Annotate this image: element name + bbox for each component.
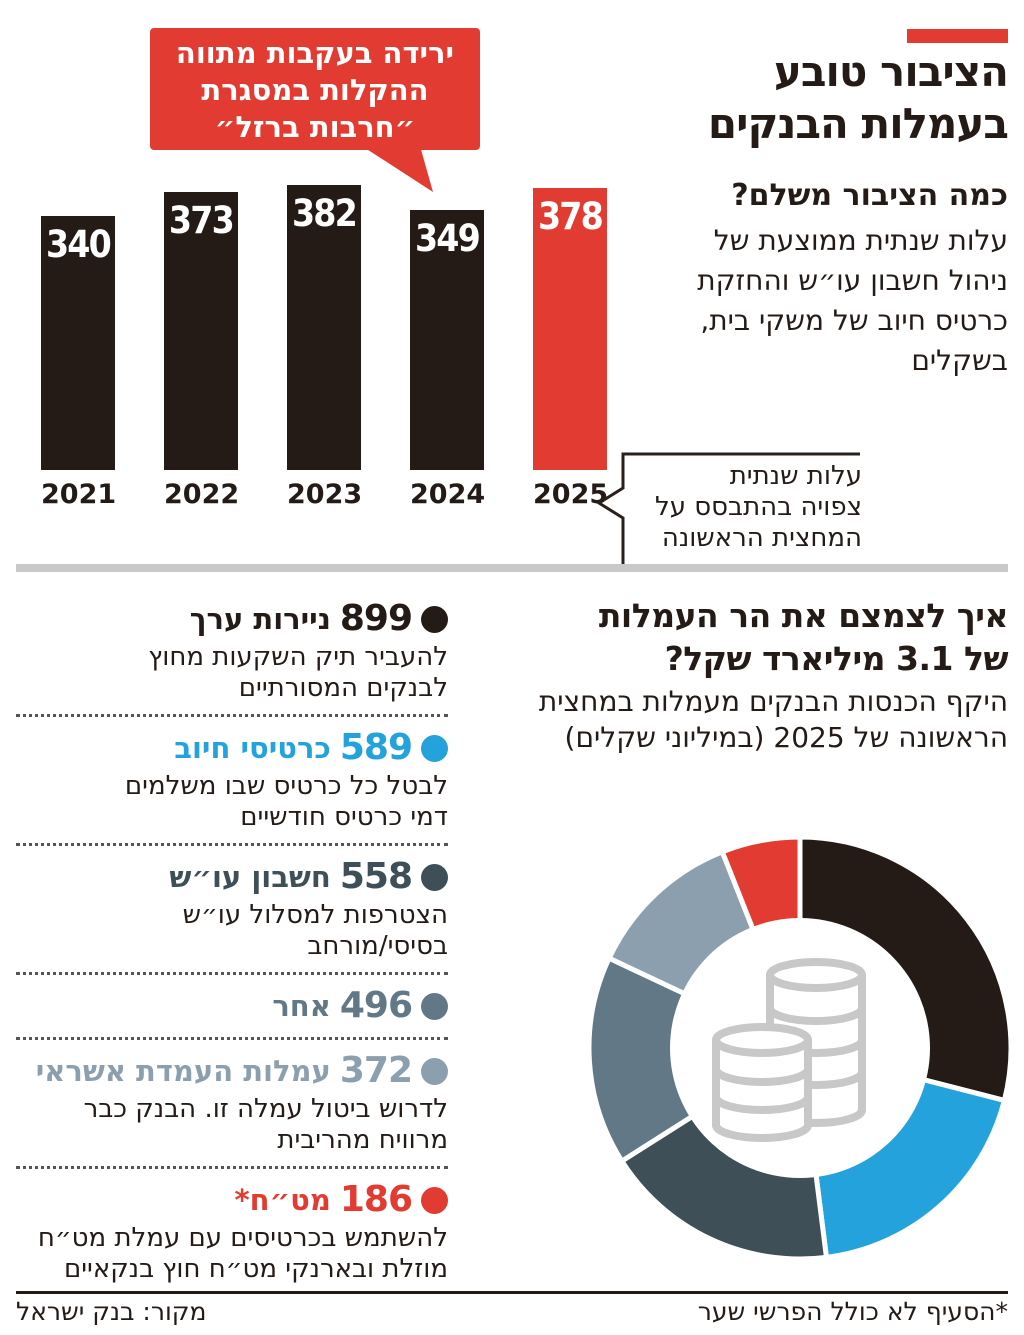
bar-2024: 349 <box>410 210 484 470</box>
fee-item: 496 אחר <box>16 985 448 1027</box>
source-credit: מקור: בנק ישראל <box>16 1297 207 1326</box>
fee-bullet-icon <box>421 734 448 762</box>
dotted-divider <box>16 714 448 717</box>
bar-value: 349 <box>414 217 481 260</box>
page-title: הציבור טובע בעמלות הבנקים <box>707 47 1009 148</box>
fee-row: 589 כרטיסי חיוב <box>16 727 448 769</box>
dotted-divider <box>16 1037 448 1040</box>
bar-year-label: 2022 <box>164 479 240 510</box>
fee-row: 558 חשבון עו״ש <box>16 856 448 898</box>
fee-item: 899 ניירות ערך להעביר תיק השקעות מחוץ לבנק… <box>16 598 448 704</box>
fee-note: להעביר תיק השקעות מחוץ לבנקים המסורתיים <box>148 642 448 703</box>
fee-label: כרטיסי חיוב <box>174 731 331 765</box>
footnote: *הסעיף לא כולל הפרשי שער <box>697 1297 1008 1326</box>
dotted-divider <box>16 972 448 975</box>
fee-row: 496 אחר <box>16 985 448 1027</box>
fee-item: 589 כרטיסי חיוב לבטל כל כרטיס שבו משלמים ד… <box>16 727 448 833</box>
bar-section-question: כמה הציבור משלם? <box>731 178 1008 213</box>
bar-2022: 373 <box>164 192 238 470</box>
section-divider <box>16 564 1008 572</box>
fee-value: 558 <box>339 856 413 897</box>
fee-note: הצטרפות למסלול עו״ש בסיסי/מורחב <box>182 900 448 961</box>
footer-divider <box>16 1291 1008 1294</box>
fee-row: 186 מט״ח* <box>16 1179 448 1221</box>
bar-year-label: 2025 <box>533 479 609 510</box>
bar-value: 378 <box>537 195 604 238</box>
fee-note: לדרוש ביטול עמלה זו. הבנק כבר מרוויח מהר… <box>83 1094 448 1155</box>
fees-list: 899 ניירות ערך להעביר תיק השקעות מחוץ לבנק… <box>16 598 448 1285</box>
fee-bullet-icon <box>421 992 448 1020</box>
annotation-2025: עלות שנתית צפויה בהתבסס על המחצית הראשונ… <box>654 461 862 553</box>
fee-value: 496 <box>339 985 413 1026</box>
fee-value: 186 <box>339 1179 413 1220</box>
bar-value: 373 <box>168 199 235 242</box>
callout-tail-icon <box>362 146 433 192</box>
dotted-divider <box>16 1166 448 1169</box>
fee-note: לבטל כל כרטיס שבו משלמים דמי כרטיס חודשי… <box>124 771 448 832</box>
fee-item: 372 עמלות העמדת אשראי לדרוש ביטול עמלה זו.… <box>16 1050 448 1156</box>
bar-year-label: 2024 <box>410 479 486 510</box>
bar-2021: 340 <box>41 216 115 470</box>
accent-bar <box>907 29 1008 43</box>
callout-text: ירידה בעקבות מתווה ההקלות במסגרת ״חרבות … <box>175 36 455 144</box>
fee-value: 589 <box>339 727 413 768</box>
bar-section-description: עלות שנתית ממוצעת של ניהול חשבון עו״ש וה… <box>697 224 1008 377</box>
bar-value: 340 <box>45 223 112 266</box>
fees-subtitle: היקף הכנסות הבנקים מעמלות במחצית הראשונה… <box>538 685 1008 754</box>
fees-heading: איך לצמצם את הר העמלות של 3.1 מיליארד שק… <box>598 596 1009 678</box>
fee-value: 899 <box>339 598 413 639</box>
fee-label: עמלות העמדת אשראי <box>35 1054 331 1088</box>
fee-row: 372 עמלות העמדת אשראי <box>16 1050 448 1092</box>
donut-chart <box>586 834 1014 1262</box>
fee-item: 186 מט״ח* להשתמש בכרטיסים עם עמלת מט״ח מוז… <box>16 1179 448 1285</box>
fee-label: אחר <box>272 989 331 1023</box>
fee-bullet-icon <box>421 1186 448 1214</box>
bar-year-label: 2021 <box>41 479 117 510</box>
fee-note: להשתמש בכרטיסים עם עמלת מט״ח מוזלת ובארנ… <box>37 1223 448 1284</box>
bar-2023: 382 <box>287 185 361 470</box>
fee-bullet-icon <box>421 863 448 891</box>
fee-value: 372 <box>339 1050 413 1091</box>
fee-item: 558 חשבון עו״ש הצטרפות למסלול עו״ש בסיסי/מ… <box>16 856 448 962</box>
bar-chart: 340 2021 373 2022 382 2023 349 2024 378 2025 <box>41 185 609 510</box>
fee-label: חשבון עו״ש <box>169 860 331 894</box>
fee-bullet-icon <box>421 1057 448 1085</box>
coins-icon <box>712 958 866 1142</box>
annotation-frame-icon <box>596 452 860 572</box>
dotted-divider <box>16 843 448 846</box>
bar-year-label: 2023 <box>287 479 363 510</box>
fee-row: 899 ניירות ערך <box>16 598 448 640</box>
fee-label: ניירות ערך <box>189 602 331 636</box>
bar-2025: 378 <box>533 188 607 470</box>
fee-bullet-icon <box>421 605 448 633</box>
callout-bubble: ירידה בעקבות מתווה ההקלות במסגרת ״חרבות … <box>150 28 480 192</box>
fee-label: מט״ח* <box>234 1183 331 1217</box>
bar-value: 382 <box>291 192 358 235</box>
